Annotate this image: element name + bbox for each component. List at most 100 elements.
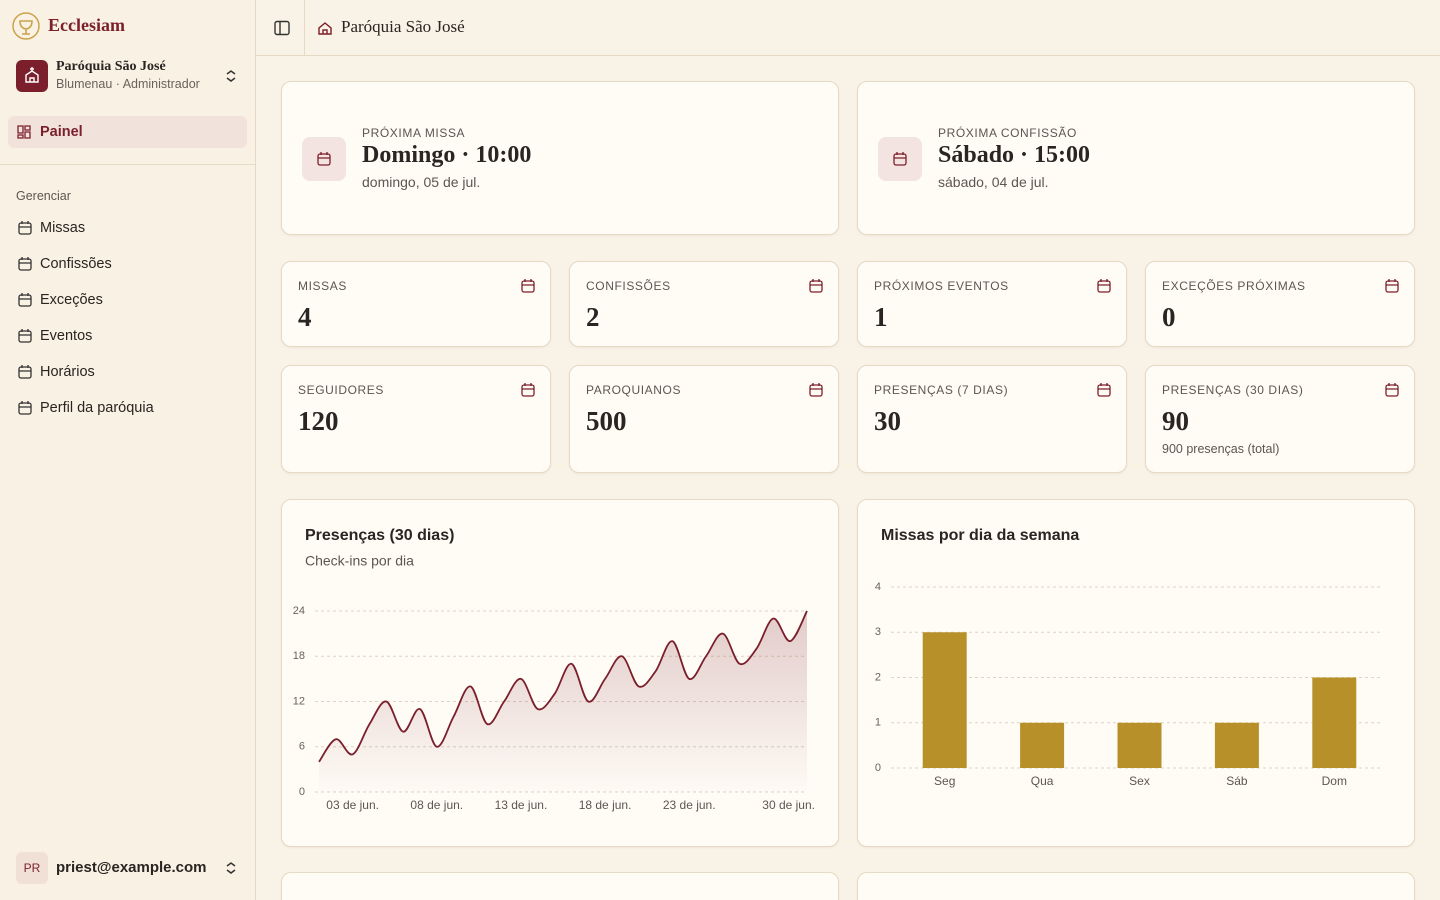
nav-label: Confissões [40,256,112,272]
sidebar-toggle[interactable] [274,20,290,36]
divider [0,164,255,165]
icon-shape [18,294,32,307]
y-tick-label: 4 [875,581,881,593]
icon-shape [521,280,535,293]
icon-shape [318,152,330,159]
bar [922,632,967,768]
icon [893,152,907,166]
logo [12,12,40,40]
icon-shape [317,153,331,166]
stat-label: SEGUIDORES [298,383,385,397]
stat-value: 2 [586,302,600,332]
chevron [226,862,236,874]
x-tick-label: Sex [1129,774,1150,788]
highlight-date: sábado, 04 de jul. [938,174,1049,190]
sidebar: Ecclesiam Paróquia São José Blumenau · A… [0,0,256,900]
chart: Missas por dia da semana 0 1 2 3 4 Seg Qua Sex Sá… [875,527,1383,788]
stat-card: EXCEÇÕES PRÓXIMAS 0 [1145,261,1415,347]
header: Paróquia São José [256,0,1440,56]
stat-label: PRÓXIMOS EVENTOS [874,279,1009,293]
x-tick-label: Dom [1322,774,1347,788]
stat-card: SEGUIDORES 120 [281,365,551,473]
breadcrumb[interactable]: Paróquia São José [341,17,465,36]
highlight-label: PRÓXIMA CONFISSÃO [938,126,1077,140]
parish-icon [16,60,48,92]
nav-item[interactable]: Missas [8,212,247,244]
chart: Presenças (30 dias) Check-ins por dia 0 6 12… [293,527,815,812]
y-tick-label: 3 [875,626,881,638]
chart-title: Missas por dia da semana [881,527,1079,544]
icon [521,279,535,293]
icon-shape [19,401,31,408]
chart-subtitle: Check-ins por dia [305,553,414,569]
icon [317,152,331,166]
stat-label: MISSAS [298,279,347,293]
nav-item[interactable]: Exceções [8,284,247,316]
icon-shape [1097,280,1111,293]
stat-card: CONFISSÕES 2 [569,261,839,347]
icon-shape [18,402,32,415]
icon [809,383,823,397]
highlight-label: PRÓXIMA MISSA [362,126,466,140]
y-tick-label: 24 [293,605,305,617]
stat-value: 500 [586,406,627,436]
stat-card: MISSAS 4 [281,261,551,347]
nav-label: Exceções [40,292,103,308]
x-tick-label: 30 de jun. [762,798,815,812]
icon-shape [19,293,31,300]
x-tick-label: 18 de jun. [579,798,632,812]
icon-shape [521,384,535,397]
nav-item[interactable]: Confissões [8,248,247,280]
x-tick-label: Sáb [1226,774,1248,788]
stat-value: 30 [874,406,901,436]
y-tick-label: 6 [299,741,305,753]
user-menu[interactable]: PR priest@example.com [8,848,247,888]
icon-box [302,137,346,181]
nav-label: Eventos [40,328,93,344]
y-tick-label: 18 [293,650,305,662]
bar [1020,722,1065,768]
icon-shape [19,221,31,228]
nav-section: Gerenciar [16,189,71,203]
y-tick-label: 0 [875,762,881,774]
nav-label: Horários [40,364,95,380]
icon-shape [1386,279,1398,286]
y-tick-label: 2 [875,671,881,683]
x-tick-label: Seg [934,774,955,788]
icon-shape [1385,384,1399,397]
card [281,872,839,900]
nav-item[interactable]: Horários [8,356,247,388]
icon-box [878,137,922,181]
bar [1117,722,1162,768]
nav-item[interactable]: Eventos [8,320,247,352]
stat-card: PAROQUIANOS 500 [569,365,839,473]
highlight-card: PRÓXIMA CONFISSÃO Sábado · 15:00 sábado, 0… [857,81,1415,235]
bar [1312,677,1357,768]
nav-home[interactable]: Painel [8,116,247,148]
chart-card: Missas por dia da semana 0 1 2 3 4 Seg Qua Sex Sá… [857,499,1415,847]
nav-item[interactable]: Perfil da paróquia [8,392,247,424]
icon [521,383,535,397]
chart-title: Presenças (30 dias) [305,527,454,544]
icon-shape [18,366,32,379]
icon [17,125,31,139]
area [319,611,807,792]
icon-shape [809,280,823,293]
avatar: PR [16,852,48,884]
icon [18,329,32,343]
stat-value: 90 [1162,406,1189,436]
icon-shape [1385,280,1399,293]
nav-label: Painel [40,124,83,140]
highlight-date: domingo, 05 de jul. [362,174,481,190]
icon [18,401,32,415]
parish-detail: Blumenau · Administrador [56,77,200,91]
app-name: Ecclesiam [48,15,125,35]
icon-shape [18,222,32,235]
icon [18,221,32,235]
parish-switcher[interactable]: Paróquia São José Blumenau · Administrad… [8,56,247,96]
icon-shape [809,384,823,397]
parish-name: Paróquia São José [56,59,166,74]
icon-shape [19,365,31,372]
icon [1385,279,1399,293]
